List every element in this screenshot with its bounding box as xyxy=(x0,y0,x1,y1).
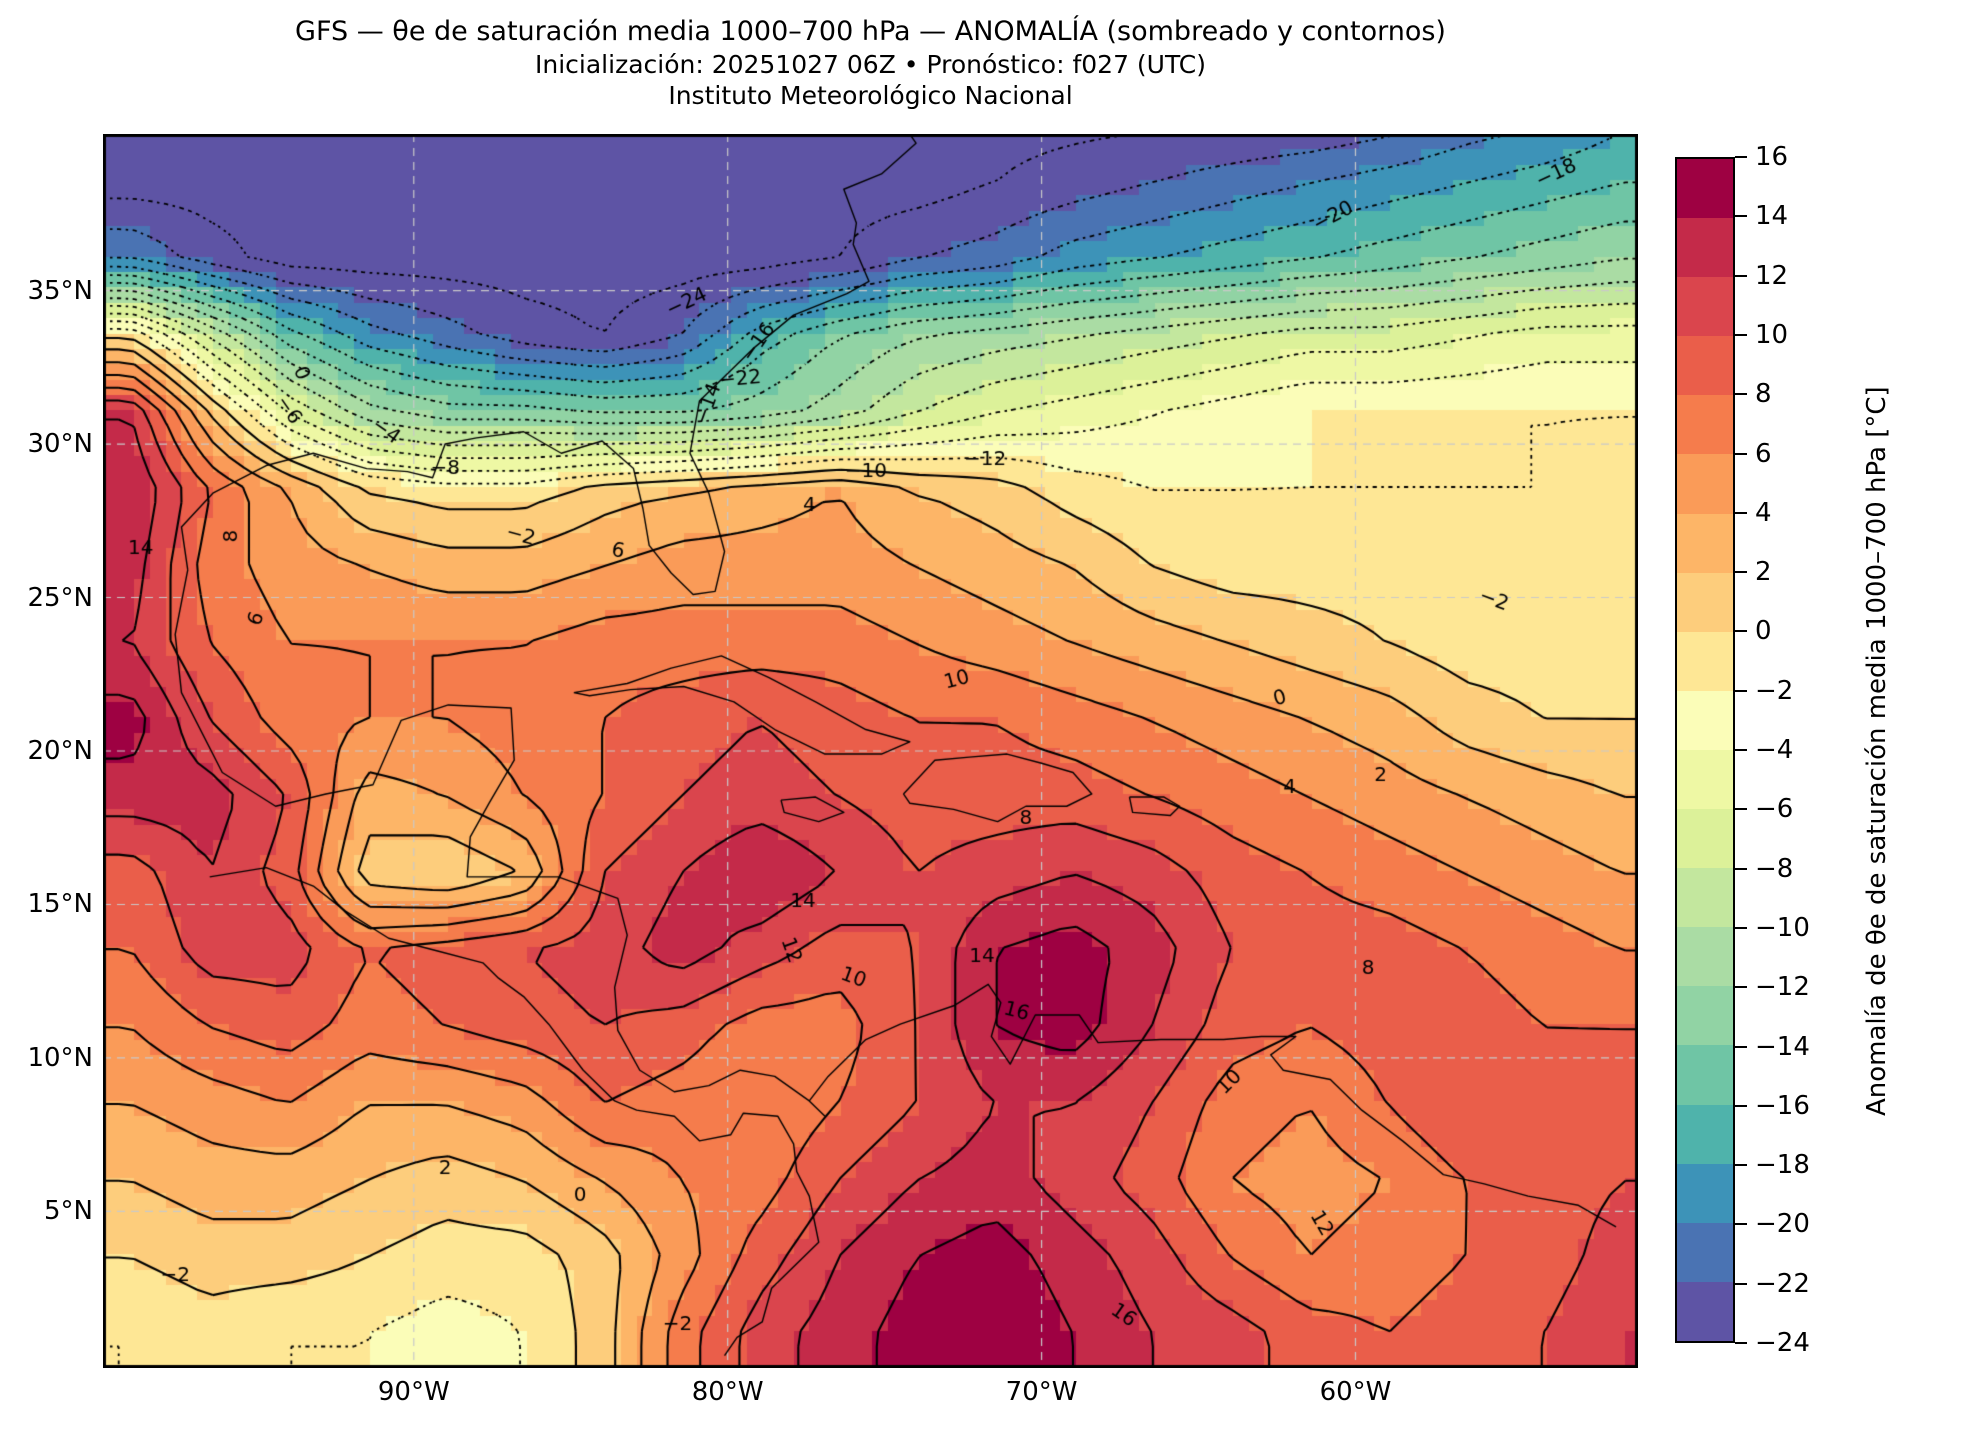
colorbar-tick-mark xyxy=(1735,1342,1747,1344)
plot-subtitle-init-forecast: Inicialización: 20251027 06Z • Pronóstic… xyxy=(535,50,1206,79)
colorbar-tick-mark xyxy=(1735,571,1747,574)
colorbar-tick-label: −8 xyxy=(1755,853,1794,884)
colorbar-tick-label: −12 xyxy=(1755,972,1810,1003)
lat-tick-label: 35°N xyxy=(27,275,93,306)
colorbar-tick-label: −14 xyxy=(1755,1031,1810,1062)
lat-tick-label: 10°N xyxy=(27,1042,93,1073)
colorbar-tick-label: 6 xyxy=(1755,438,1772,469)
colorbar-tick-mark xyxy=(1735,867,1747,870)
colorbar-tick-label: 12 xyxy=(1755,260,1789,291)
colorbar-band xyxy=(1677,1104,1733,1164)
colorbar-tick-label: 16 xyxy=(1755,142,1789,172)
colorbar-tick-mark xyxy=(1735,333,1747,336)
lon-tick-label: 80°W xyxy=(691,1377,764,1407)
plot-title: GFS — θe de saturación media 1000–700 hP… xyxy=(295,16,1446,47)
colorbar-tick-mark xyxy=(1735,452,1747,455)
lon-tick-label: 60°W xyxy=(1319,1377,1392,1407)
colorbar-tick-label: −24 xyxy=(1755,1328,1810,1358)
anomaly-map-canvas xyxy=(103,134,1638,1368)
colorbar-tick-mark xyxy=(1735,393,1747,396)
colorbar-label: Anomalía de θe de saturación media 1000–… xyxy=(1862,386,1892,1116)
colorbar-tick-label: 10 xyxy=(1755,319,1789,350)
colorbar-band xyxy=(1677,572,1733,632)
lat-tick-label: 30°N xyxy=(27,429,93,460)
colorbar-band xyxy=(1677,631,1733,691)
colorbar-band xyxy=(1677,1045,1733,1105)
colorbar-band xyxy=(1677,1281,1733,1341)
colorbar-tick-mark xyxy=(1735,1104,1747,1107)
colorbar-tick-mark xyxy=(1735,156,1747,158)
colorbar-band xyxy=(1677,454,1733,514)
colorbar-band xyxy=(1677,986,1733,1046)
colorbar-tick-label: 0 xyxy=(1755,616,1772,647)
colorbar-tick-mark xyxy=(1735,511,1747,514)
colorbar-band xyxy=(1677,513,1733,573)
colorbar-band xyxy=(1677,159,1733,219)
colorbar-band xyxy=(1677,809,1733,869)
colorbar-tick-mark xyxy=(1735,808,1747,811)
colorbar-tick-label: −4 xyxy=(1755,735,1794,765)
colorbar-tick-mark xyxy=(1735,215,1747,218)
lon-tick-label: 90°W xyxy=(377,1377,450,1407)
colorbar-tick-mark xyxy=(1735,926,1747,929)
colorbar-tick-label: −18 xyxy=(1755,1150,1810,1181)
colorbar-band xyxy=(1677,1163,1733,1223)
colorbar-tick-label: −20 xyxy=(1755,1209,1810,1240)
colorbar-tick-mark xyxy=(1735,1045,1747,1048)
colorbar-tick-mark xyxy=(1735,986,1747,989)
colorbar-band xyxy=(1677,277,1733,337)
colorbar-tick-mark xyxy=(1735,689,1747,692)
colorbar-band xyxy=(1677,868,1733,928)
colorbar-tick-label: −6 xyxy=(1755,794,1794,825)
colorbar-band xyxy=(1677,690,1733,750)
colorbar-tick-mark xyxy=(1735,749,1747,751)
colorbar-tick-label: −2 xyxy=(1755,675,1794,706)
colorbar-tick-label: 8 xyxy=(1755,379,1772,410)
colorbar-band xyxy=(1677,1222,1733,1282)
colorbar-tick-label: 14 xyxy=(1755,201,1789,232)
plot-subtitle-institution: Instituto Meteorológico Nacional xyxy=(668,81,1073,110)
colorbar-band xyxy=(1677,749,1733,810)
lon-tick-label: 70°W xyxy=(1005,1377,1078,1407)
colorbar-band xyxy=(1677,927,1733,987)
lat-tick-label: 25°N xyxy=(27,582,93,613)
colorbar-tick-label: −10 xyxy=(1755,912,1810,943)
colorbar-tick-label: 4 xyxy=(1755,497,1772,528)
colorbar-band xyxy=(1677,395,1733,455)
colorbar-band xyxy=(1677,336,1733,396)
lat-tick-label: 15°N xyxy=(27,889,93,920)
colorbar-band xyxy=(1677,218,1733,278)
lat-tick-label: 5°N xyxy=(44,1196,93,1227)
colorbar-tick-mark xyxy=(1735,1223,1747,1226)
colorbar-tick-mark xyxy=(1735,274,1747,277)
colorbar-tick-mark xyxy=(1735,1164,1747,1167)
colorbar-tick-label: 2 xyxy=(1755,557,1772,588)
colorbar-tick-mark xyxy=(1735,1282,1747,1285)
colorbar xyxy=(1675,157,1735,1343)
colorbar-tick-label: −22 xyxy=(1755,1268,1810,1299)
colorbar-tick-mark xyxy=(1735,630,1747,633)
lat-tick-label: 20°N xyxy=(27,736,93,766)
colorbar-tick-label: −16 xyxy=(1755,1090,1810,1121)
